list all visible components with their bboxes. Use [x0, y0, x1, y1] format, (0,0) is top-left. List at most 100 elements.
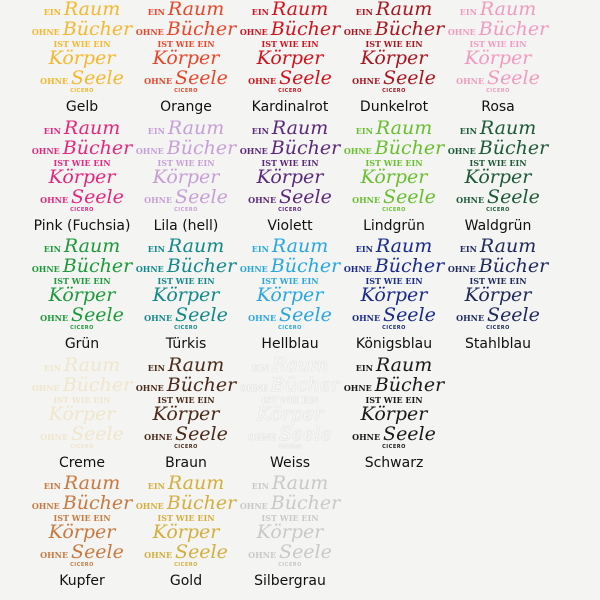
quote-row: Körper: [257, 404, 324, 424]
quote-row: OHNE Seele: [248, 543, 332, 562]
quote-line: Seele: [487, 185, 540, 208]
quote-row: OHNE Bücher: [448, 20, 548, 39]
quote-line: Seele: [383, 422, 436, 445]
quote-row: OHNE Bücher: [136, 375, 236, 395]
quote-row: IST WIE EIN: [261, 396, 318, 404]
quote-row: Körper: [257, 286, 324, 305]
swatch-label: Kupfer: [59, 573, 105, 589]
quote-line: Raum: [271, 235, 329, 257]
quote-row: OHNE Seele: [352, 69, 436, 88]
swatch-label: Lila (hell): [153, 217, 219, 234]
quote-line: EIN: [147, 362, 165, 373]
quote-row: EIN Raum: [252, 474, 328, 493]
quote-line: Raum: [479, 116, 537, 139]
color-swatch: EIN Raum OHNE Bücher IST WIE EIN Körper OHNE Se…: [238, 0, 342, 119]
quote-line: OHNE: [144, 76, 173, 86]
quote-line: CICERO: [70, 562, 94, 568]
quote-line: OHNE: [144, 550, 173, 560]
quote-line: EIN: [459, 125, 477, 136]
color-swatch: EIN Raum OHNE Bücher IST WIE EIN Körper OHNE Se…: [446, 116, 550, 238]
quote-line: IST WIE EIN: [53, 513, 111, 523]
color-swatch: EIN Raum OHNE Bücher IST WIE EIN Körper OHNE Se…: [238, 353, 342, 475]
quote-line: Seele: [279, 67, 332, 89]
quote-row: CICERO: [382, 89, 406, 94]
quote-line: Bücher: [374, 136, 445, 159]
quote-line: OHNE: [144, 313, 173, 323]
color-swatch: EIN Raum OHNE Bücher IST WIE EIN Körper OHNE Se…: [446, 237, 550, 356]
quote-design: EIN Raum OHNE Bücher IST WIE EIN Körper OHNE Se…: [238, 474, 342, 569]
quote-line: Seele: [175, 185, 228, 208]
quote-row: OHNE Seele: [144, 424, 228, 444]
quote-line: Seele: [383, 304, 436, 326]
quote-line: Körper: [256, 284, 324, 306]
quote-line: EIN: [147, 244, 165, 254]
quote-line: Körper: [360, 402, 428, 425]
quote-row: OHNE Bücher: [240, 257, 340, 276]
quote-line: Raum: [271, 116, 329, 139]
quote-row: CICERO: [486, 89, 510, 94]
quote-line: IST WIE EIN: [469, 157, 527, 168]
quote-row: Körper: [257, 49, 324, 68]
quote-line: CICERO: [70, 443, 94, 450]
quote-row: IST WIE EIN: [157, 40, 214, 48]
quote-row: IST WIE EIN: [53, 514, 110, 522]
quote-line: EIN: [43, 7, 61, 17]
quote-line: CICERO: [174, 206, 198, 213]
quote-line: EIN: [355, 7, 373, 17]
quote-row: OHNE Bücher: [448, 138, 548, 158]
quote-row: OHNE Bücher: [240, 373, 341, 396]
quote-row: OHNE Bücher: [136, 257, 236, 276]
quote-line: Bücher: [166, 18, 237, 40]
quote-line: Bücher: [270, 373, 341, 396]
quote-line: OHNE: [239, 145, 268, 156]
quote-design: EIN Raum OHNE Bücher IST WIE EIN Körper OHNE Se…: [238, 353, 342, 451]
quote-line: Seele: [71, 185, 124, 208]
quote-line: IST WIE EIN: [365, 157, 423, 168]
color-swatch: EIN Raum OHNE Bücher IST WIE EIN Körper OHNE Se…: [134, 355, 238, 475]
quote-line: OHNE: [40, 431, 69, 442]
quote-line: OHNE: [352, 194, 381, 205]
quote-row: Körper: [48, 165, 116, 188]
swatch-label: Schwarz: [364, 454, 424, 471]
quote-row: OHNE Seele: [40, 69, 124, 88]
quote-row: CICERO: [70, 206, 94, 213]
quote-line: OHNE: [144, 194, 173, 205]
quote-line: Körper: [256, 165, 324, 188]
quote-line: OHNE: [447, 264, 476, 274]
swatch-label: Königsblau: [355, 336, 433, 352]
quote-row: CICERO: [382, 326, 406, 331]
quote-line: Bücher: [62, 18, 133, 40]
quote-row: Körper: [361, 167, 428, 187]
quote-row: EIN Raum: [460, 0, 536, 19]
quote-line: Seele: [71, 422, 124, 445]
quote-line: IST WIE EIN: [469, 276, 527, 286]
quote-line: OHNE: [352, 313, 381, 323]
quote-line: IST WIE EIN: [53, 157, 111, 168]
quote-design: EIN Raum OHNE Bücher IST WIE EIN Körper OHNE Se…: [134, 237, 238, 332]
quote-row: OHNE Seele: [352, 306, 436, 325]
color-swatch: EIN Raum OHNE Bücher IST WIE EIN Körper OHNE Se…: [30, 118, 134, 238]
quote-line: IST WIE EIN: [365, 39, 423, 49]
quote-row: OHNE Bücher: [136, 20, 236, 39]
quote-row: EIN Raum: [252, 116, 329, 139]
quote-row: EIN Raum: [252, 0, 328, 19]
quote-row: OHNE Seele: [248, 69, 332, 88]
quote-row: IST WIE EIN: [469, 159, 526, 167]
quote-row: CICERO: [278, 207, 302, 213]
quote-row: EIN Raum: [44, 237, 120, 256]
quote-line: Körper: [48, 165, 116, 188]
quote-row: IST WIE EIN: [157, 514, 214, 522]
color-swatch: EIN Raum OHNE Bücher IST WIE EIN Körper OHNE Se…: [238, 237, 342, 356]
quote-row: IST WIE EIN: [261, 40, 318, 48]
quote-line: CICERO: [70, 206, 94, 213]
quote-line: CICERO: [382, 206, 406, 213]
quote-row: OHNE Bücher: [344, 375, 444, 395]
quote-line: Raum: [167, 116, 225, 139]
quote-line: Raum: [271, 353, 329, 376]
color-swatch: EIN Raum OHNE Bücher IST WIE EIN Körper OHNE Se…: [134, 474, 238, 593]
quote-design: EIN Raum OHNE Bücher IST WIE EIN Körper OHNE Se…: [342, 0, 446, 95]
quote-line: Seele: [383, 185, 436, 208]
color-swatch: EIN Raum OHNE Bücher IST WIE EIN Körper OHNE Se…: [30, 237, 134, 356]
quote-line: EIN: [147, 7, 165, 17]
quote-row: Körper: [153, 167, 220, 187]
